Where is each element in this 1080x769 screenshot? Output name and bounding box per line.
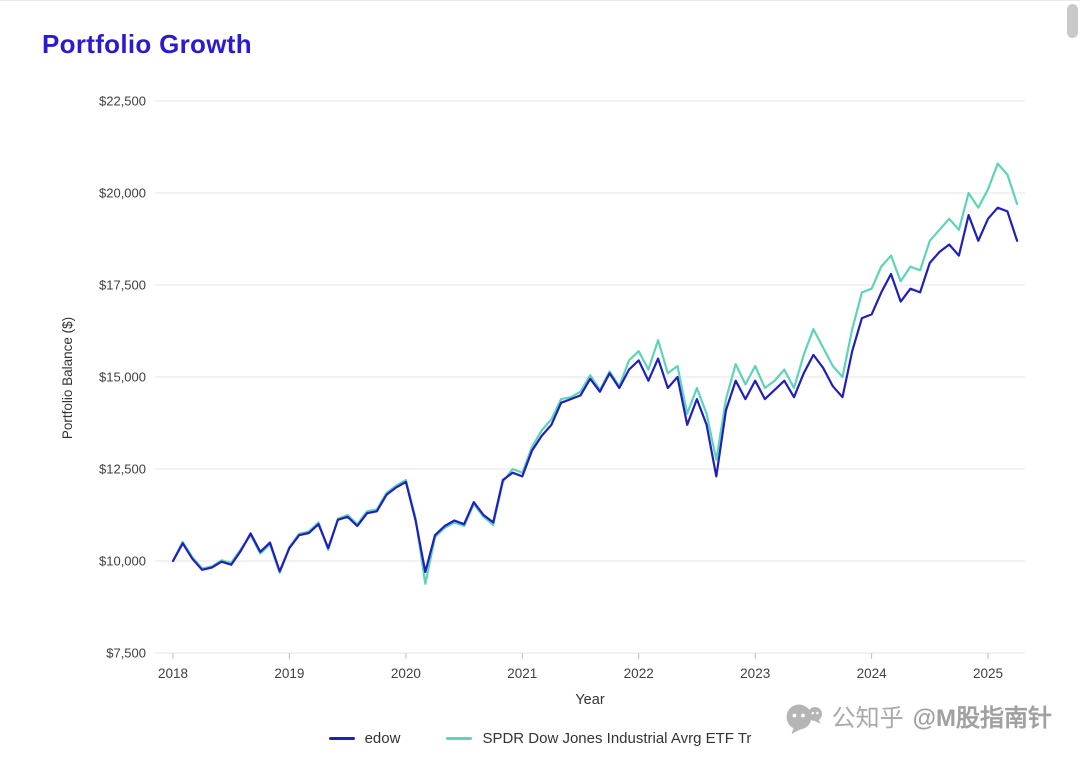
- x-tick-label: 2020: [391, 666, 421, 681]
- x-tick-label: 2024: [857, 666, 888, 681]
- watermark-prefix: 公知乎: [831, 705, 904, 732]
- x-tick-label: 2022: [624, 666, 654, 681]
- x-tick-label: 2019: [274, 666, 304, 681]
- y-tick-label: $15,000: [99, 370, 146, 385]
- y-tick-label: $17,500: [99, 278, 146, 293]
- legend-item-edow[interactable]: edow: [328, 730, 401, 747]
- y-tick-label: $10,000: [99, 554, 146, 569]
- wechat-chat-icon: [786, 704, 822, 734]
- y-tick-label: $20,000: [99, 186, 146, 201]
- x-tick-label: 2021: [507, 666, 537, 681]
- y-tick-label: $12,500: [99, 462, 146, 477]
- x-tick-label: 2025: [973, 666, 1003, 681]
- series-line-spdr-dow-jones-industrial-avrg-etf-tr: [171, 162, 1019, 585]
- y-axis-title: Portfolio Balance ($): [60, 317, 75, 439]
- legend-label-edow: edow: [364, 730, 401, 747]
- legend-label-spdr: SPDR Dow Jones Industrial Avrg ETF Tr: [482, 730, 752, 747]
- x-axis-title: Year: [575, 692, 604, 708]
- scrollbar-thumb[interactable]: [1067, 4, 1078, 38]
- legend-swatch-spdr: [446, 737, 473, 740]
- y-tick-label: $22,500: [99, 94, 146, 109]
- legend-item-spdr[interactable]: SPDR Dow Jones Industrial Avrg ETF Tr: [446, 730, 751, 747]
- x-tick-label: 2023: [740, 666, 770, 681]
- watermark: 公知乎 @M股指南针: [785, 703, 1052, 735]
- page-title: Portfolio Growth: [42, 29, 252, 59]
- chart-legend: edow SPDR Dow Jones Industrial Avrg ETF …: [0, 730, 1080, 747]
- series-line-edow: [171, 206, 1019, 574]
- watermark-handle: @M股指南针: [912, 705, 1052, 732]
- x-tick-label: 2018: [158, 666, 188, 681]
- legend-swatch-edow: [328, 737, 355, 740]
- y-tick-label: $7,500: [106, 646, 146, 661]
